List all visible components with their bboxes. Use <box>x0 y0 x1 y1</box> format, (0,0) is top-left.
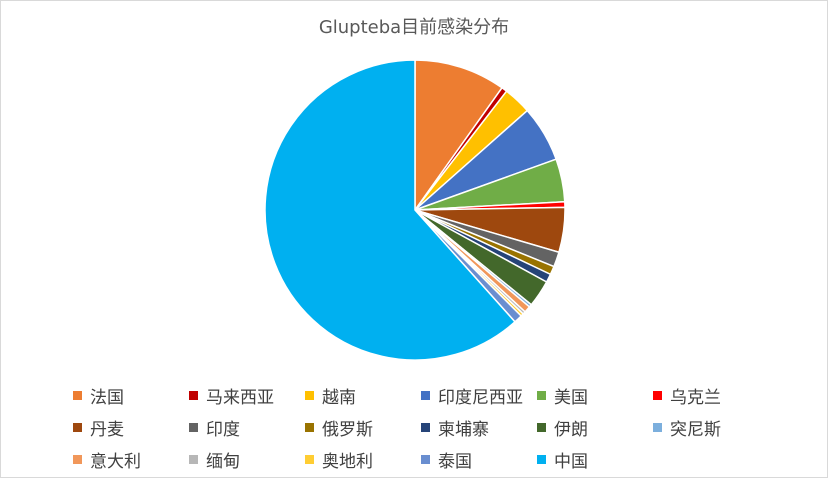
legend-item: 美国 <box>537 379 653 411</box>
legend-swatch <box>189 454 198 464</box>
legend-label: 马来西亚 <box>206 387 274 408</box>
legend-swatch <box>305 390 314 400</box>
legend-swatch <box>653 422 662 432</box>
chart-legend: 法国 马来西亚 越南 印度尼西亚 美国 乌克兰丹麦 印度 俄罗斯 柬埔寨 伊朗 突尼斯意大利 缅甸 奥地… <box>73 379 773 475</box>
legend-label: 柬埔寨 <box>438 419 489 440</box>
legend-item: 俄罗斯 <box>305 411 421 443</box>
legend-label: 印度 <box>206 419 240 440</box>
legend-swatch <box>537 454 546 464</box>
legend-label: 奥地利 <box>322 451 373 472</box>
legend-swatch <box>421 422 430 432</box>
legend-label: 中国 <box>554 451 588 472</box>
legend-label: 缅甸 <box>206 451 240 472</box>
legend-item: 伊朗 <box>537 411 653 443</box>
legend-swatch <box>653 390 662 400</box>
legend-label: 伊朗 <box>554 419 588 440</box>
legend-label: 意大利 <box>90 451 141 472</box>
legend-swatch <box>189 390 198 400</box>
legend-item: 法国 <box>73 379 189 411</box>
legend-label: 泰国 <box>438 451 472 472</box>
legend-label: 美国 <box>554 387 588 408</box>
legend-item: 柬埔寨 <box>421 411 537 443</box>
legend-swatch <box>537 422 546 432</box>
legend-item: 印度尼西亚 <box>421 379 537 411</box>
legend-swatch <box>73 454 82 464</box>
legend-swatch <box>73 422 82 432</box>
legend-swatch <box>421 390 430 400</box>
legend-item: 印度 <box>189 411 305 443</box>
legend-label: 突尼斯 <box>670 419 721 440</box>
legend-label: 丹麦 <box>90 419 124 440</box>
legend-label: 法国 <box>90 387 124 408</box>
legend-swatch <box>73 390 82 400</box>
legend-item: 马来西亚 <box>189 379 305 411</box>
pie-slice-17 <box>264 59 516 361</box>
legend-swatch <box>305 454 314 464</box>
legend-label: 越南 <box>322 387 356 408</box>
pie-slice-1 <box>414 59 503 211</box>
legend-label: 俄罗斯 <box>322 419 373 440</box>
legend-swatch <box>305 422 314 432</box>
legend-swatch <box>189 422 198 432</box>
legend-swatch <box>421 454 430 464</box>
legend-item: 乌克兰 <box>653 379 769 411</box>
legend-item: 突尼斯 <box>653 411 769 443</box>
legend-swatch <box>537 390 546 400</box>
legend-label: 乌克兰 <box>670 387 721 408</box>
legend-item: 缅甸 <box>189 443 305 475</box>
legend-item: 奥地利 <box>305 443 421 475</box>
legend-item: 中国 <box>537 443 653 475</box>
legend-label: 印度尼西亚 <box>438 387 523 408</box>
legend-item: 意大利 <box>73 443 189 475</box>
legend-item: 越南 <box>305 379 421 411</box>
legend-item: 丹麦 <box>73 411 189 443</box>
chart-title: Glupteba目前感染分布 <box>318 17 510 38</box>
legend-item: 泰国 <box>421 443 537 475</box>
